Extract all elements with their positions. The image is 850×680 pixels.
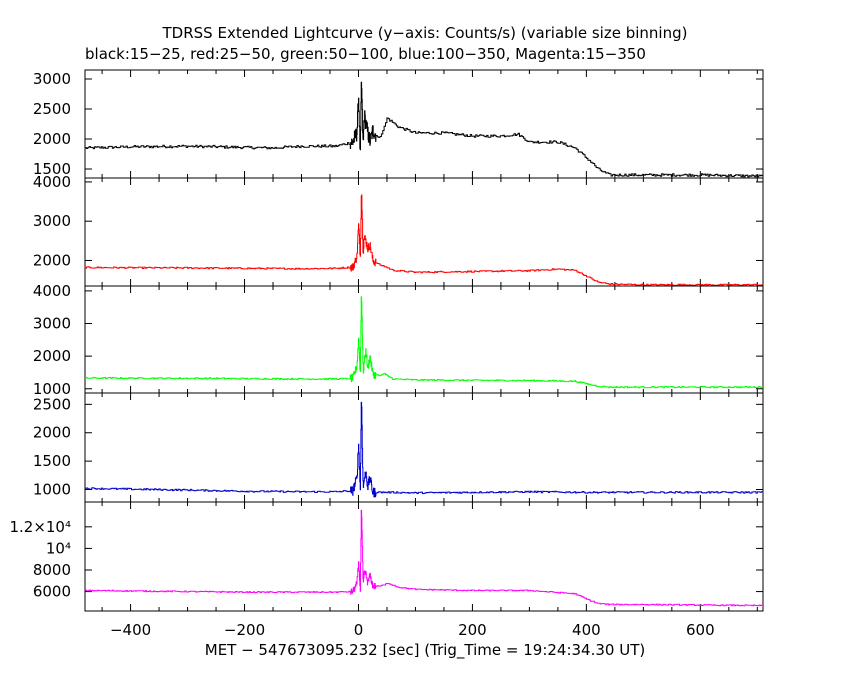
panel-2: 2000 3000 4000 [33,173,764,287]
y-tick-label: 4000 [33,173,71,191]
y-tick-label: 1500 [33,160,71,178]
chart-subtitle: black:15−25, red:25−50, green:50−100, bl… [85,45,646,63]
panel-frame [84,392,764,503]
series-line-1 [85,81,763,178]
y-tick-label: 10⁴ [46,539,71,557]
y-tick-label: 2000 [33,424,71,442]
panel-4: 1000 1500 2000 2500 [33,392,764,503]
y-tick-label: 1000 [33,481,71,499]
x-tick-label: 0 [354,621,364,639]
x-tick-label: 400 [572,621,601,639]
y-tick-label: 1500 [33,452,71,470]
series-line-2 [85,194,763,286]
y-tick-label: 3000 [33,70,71,88]
panel-frame [84,69,764,179]
y-tick-label: 2000 [33,347,71,365]
y-tick-label: 2500 [33,100,71,118]
y-tick-label: 6000 [33,583,71,601]
chart-title: TDRSS Extended Lightcurve (y−axis: Count… [162,24,688,42]
y-tick-label: 2500 [33,395,71,413]
panels: 1500200025003000200030004000100020003000… [9,69,764,639]
x-tick-label: −200 [224,621,265,639]
x-tick-label: 600 [686,621,715,639]
y-tick-label: 2000 [33,130,71,148]
panel-3: 1000 2000 3000 4000 [33,282,764,398]
y-tick-label: 3000 [33,315,71,333]
panel-1: 1500 2000 2500 3000 [33,69,764,179]
panel-frame [84,285,764,394]
y-tick-label: 1.2×10⁴ [9,518,71,536]
y-tick-label: 8000 [33,561,71,579]
series-line-4 [85,401,763,498]
panel-frame [84,501,764,612]
x-axis-label: MET − 547673095.232 [sec] (Trig_Time = 1… [205,641,645,660]
y-tick-label: 1000 [33,380,71,398]
series-line-3 [85,296,763,389]
panel-5: 6000 8000 10⁴ 1.2×10⁴ [9,501,764,612]
panel-frame [84,177,764,287]
y-tick-label: 4000 [33,282,71,300]
series-line-5 [85,509,763,607]
x-tick-label: −400 [110,621,151,639]
y-tick-label: 3000 [33,212,71,230]
x-tick-label: 200 [458,621,487,639]
y-tick-label: 2000 [33,251,71,269]
